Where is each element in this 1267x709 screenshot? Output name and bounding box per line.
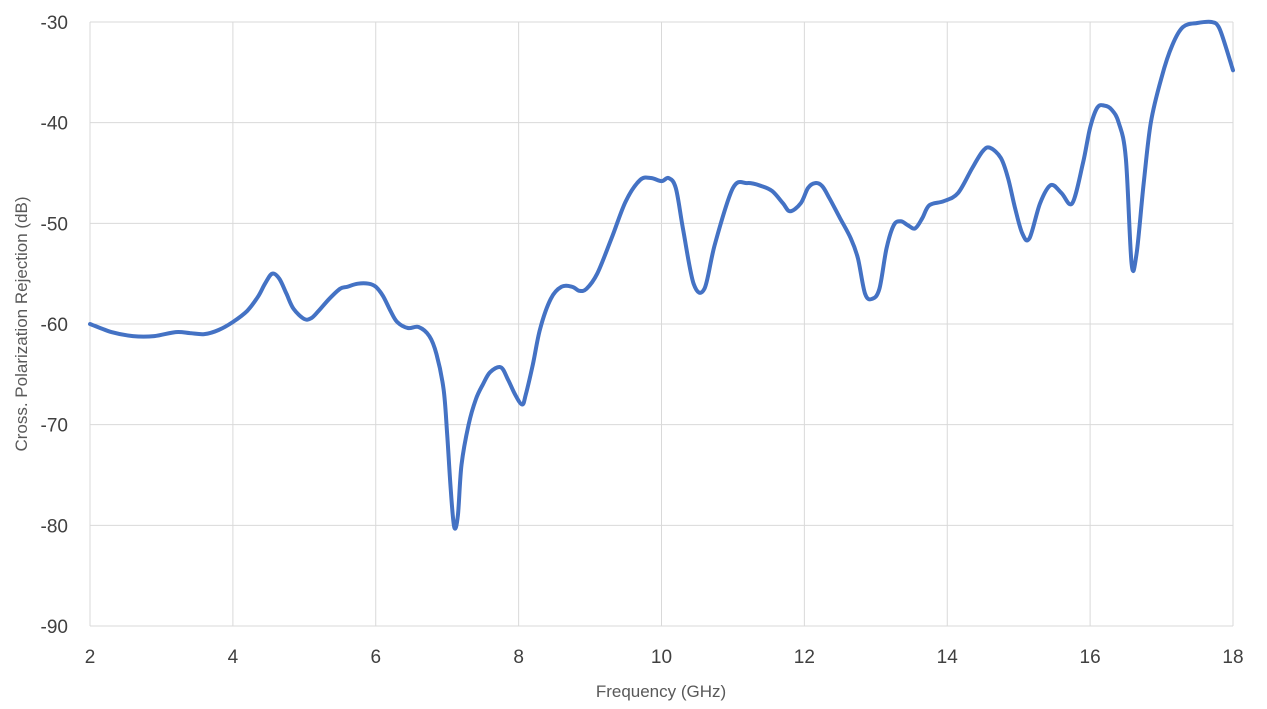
y-tick-label: -70 <box>41 416 68 437</box>
x-tick-label: 18 <box>1222 647 1243 668</box>
y-tick-label: -30 <box>41 13 68 34</box>
grid-lines <box>89 21 1234 627</box>
x-tick-label: 2 <box>85 647 96 668</box>
x-tick-label: 14 <box>937 647 959 668</box>
x-tick-label: 6 <box>370 647 381 668</box>
x-tick-label: 8 <box>513 647 524 668</box>
series-layer <box>88 19 1235 531</box>
y-tick-label: -50 <box>41 214 68 235</box>
y-tick-label: -80 <box>41 516 68 537</box>
x-axis-title: Frequency (GHz) <box>596 682 726 701</box>
x-axis-ticks: 2 4 6 8 10 12 14 16 18 <box>85 647 1244 668</box>
y-axis-title: Cross. Polarization Rejection (dB) <box>12 196 31 451</box>
y-axis-ticks: -30 -40 -50 -60 -70 -80 -90 <box>41 13 68 638</box>
x-tick-label: 4 <box>228 647 239 668</box>
x-tick-label: 12 <box>794 647 815 668</box>
series-line <box>88 19 1235 531</box>
y-tick-label: -40 <box>41 114 68 135</box>
y-tick-label: -90 <box>41 617 68 638</box>
x-tick-label: 10 <box>651 647 672 668</box>
y-tick-label: -60 <box>41 315 68 336</box>
x-tick-label: 16 <box>1080 647 1101 668</box>
